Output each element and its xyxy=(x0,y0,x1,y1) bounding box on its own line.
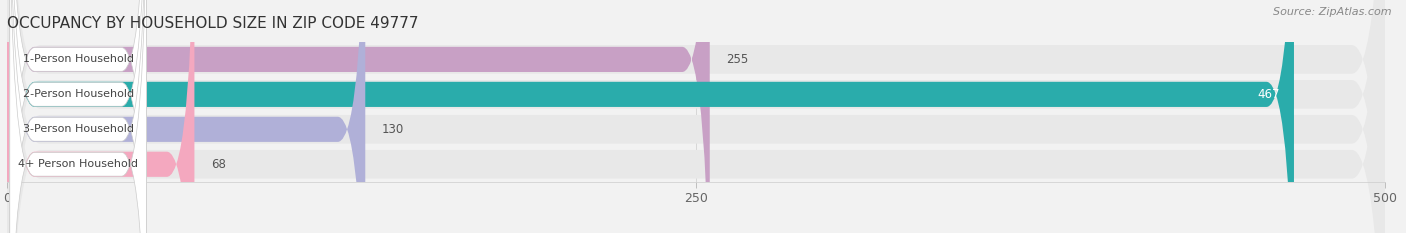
Text: 130: 130 xyxy=(382,123,404,136)
Text: OCCUPANCY BY HOUSEHOLD SIZE IN ZIP CODE 49777: OCCUPANCY BY HOUSEHOLD SIZE IN ZIP CODE … xyxy=(7,16,419,31)
FancyBboxPatch shape xyxy=(10,0,146,233)
Text: Source: ZipAtlas.com: Source: ZipAtlas.com xyxy=(1274,7,1392,17)
FancyBboxPatch shape xyxy=(10,0,146,233)
Text: 68: 68 xyxy=(211,158,226,171)
FancyBboxPatch shape xyxy=(7,0,1385,233)
FancyBboxPatch shape xyxy=(7,0,1385,233)
FancyBboxPatch shape xyxy=(7,0,194,233)
Text: 2-Person Household: 2-Person Household xyxy=(22,89,134,99)
Text: 467: 467 xyxy=(1258,88,1281,101)
FancyBboxPatch shape xyxy=(7,0,1385,233)
FancyBboxPatch shape xyxy=(7,0,366,233)
FancyBboxPatch shape xyxy=(10,0,146,233)
Text: 4+ Person Household: 4+ Person Household xyxy=(18,159,138,169)
FancyBboxPatch shape xyxy=(10,0,146,233)
Text: 1-Person Household: 1-Person Household xyxy=(22,55,134,64)
Text: 3-Person Household: 3-Person Household xyxy=(22,124,134,134)
FancyBboxPatch shape xyxy=(7,0,1294,233)
FancyBboxPatch shape xyxy=(7,0,1385,233)
Text: 255: 255 xyxy=(727,53,748,66)
FancyBboxPatch shape xyxy=(7,0,710,233)
